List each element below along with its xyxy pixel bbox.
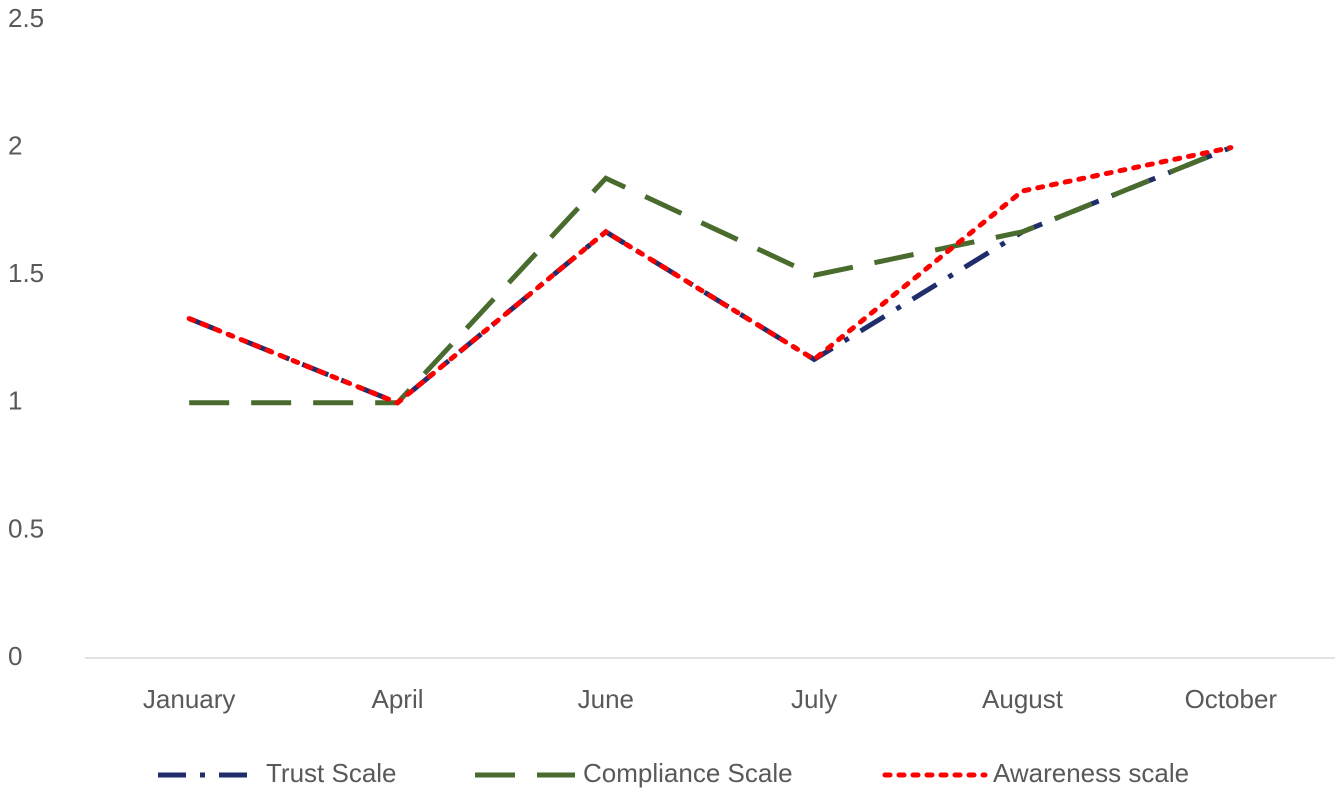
x-tick-label: April — [371, 684, 423, 714]
x-tick-label: January — [143, 684, 236, 714]
x-tick-label: August — [982, 684, 1064, 714]
legend-label: Trust Scale — [266, 758, 397, 788]
legend-label: Compliance Scale — [583, 758, 793, 788]
y-tick-label: 1 — [8, 386, 22, 416]
y-tick-label: 0 — [8, 641, 22, 671]
y-tick-label: 2 — [8, 130, 22, 160]
x-tick-label: October — [1185, 684, 1278, 714]
x-tick-label: July — [791, 684, 837, 714]
y-tick-label: 2.5 — [8, 3, 44, 33]
y-tick-label: 1.5 — [8, 258, 44, 288]
y-tick-label: 0.5 — [8, 513, 44, 543]
series-line — [186, 145, 1234, 406]
series-line — [189, 145, 1232, 406]
series-line — [188, 145, 1232, 406]
x-tick-label: June — [578, 684, 634, 714]
legend-label: Awareness scale — [993, 758, 1189, 788]
